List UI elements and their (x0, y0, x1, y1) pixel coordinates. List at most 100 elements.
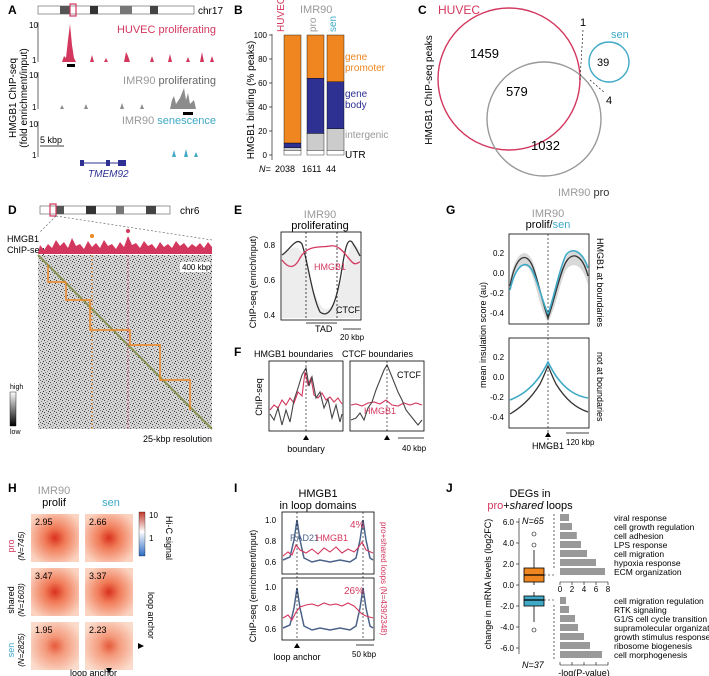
b-ytick-label: 0 (263, 151, 268, 160)
g-title-2: prolif/sen (526, 219, 571, 231)
b-n-label: N= (259, 164, 271, 174)
panel-g: G IMR90 prolif/sen mean insulation score… (446, 203, 605, 451)
f-frame-left (268, 360, 344, 432)
imr90-sen-track (160, 149, 204, 157)
h-value-6: 2.23 (89, 625, 107, 635)
j-term: supramolecular organization (614, 623, 709, 633)
panel-e-label: E (234, 203, 242, 217)
g-prolif-bottom (509, 364, 589, 415)
b-bars (283, 34, 345, 156)
i-title-2: in loop domains (279, 500, 357, 512)
j-xtick-label: 2 (570, 585, 575, 594)
j-xtick-label: 6 (594, 585, 599, 594)
c-n-pro-sen: 4 (606, 95, 612, 107)
j-bar (560, 532, 577, 539)
h-value-5: 1.95 (35, 625, 53, 635)
g-ylabel: mean insulation score (au) (478, 282, 488, 388)
bar-huvec-gene-body (283, 142, 302, 149)
g-ytick-bot-3: -0.4 (490, 413, 504, 422)
panel-f: F HMGB1 boundaries CTCF boundaries ChIP-… (234, 345, 427, 454)
e-title-1: IMR90 (304, 209, 336, 221)
j-bar (560, 633, 584, 640)
i-ytick-bot-2: 0.6 (265, 625, 277, 634)
track1-ymin: 1 (32, 56, 37, 65)
h-colorbar (138, 511, 146, 557)
d-ylabel-1: HMGB1 (7, 234, 39, 244)
b-header-imr90: IMR90 (300, 4, 332, 16)
g-sen-bottom (509, 360, 589, 401)
i-frame-bottom (281, 577, 375, 641)
bar-imr90-sen-gene-body (326, 81, 345, 129)
venn-sen (588, 41, 630, 83)
bar-imr90-sen-gene-promoter (326, 34, 345, 82)
chrom-label: chr17 (198, 6, 223, 17)
i-rad21-bottom (282, 587, 374, 631)
j-bar (560, 514, 569, 521)
g-scale: 120 kbp (566, 438, 595, 447)
g-ytick-top-1: 0.0 (493, 269, 505, 278)
j-bar (560, 550, 587, 557)
gene-name: TMEM92 (88, 169, 129, 180)
c-ylabel: HMGB1 ChIP-seq peaks (424, 35, 435, 145)
h-value-2: 2.66 (89, 517, 107, 527)
c-pro-label: IMR90 pro (558, 187, 609, 199)
d-scale: 400 kbp (182, 263, 211, 272)
f-title-hmgb1: HMGB1 boundaries (254, 349, 334, 359)
g-ytick-top-0: 0.2 (493, 249, 505, 258)
panel-g-label: G (446, 203, 455, 217)
f-hmgb1-label: HMGB1 (364, 406, 396, 416)
g-title-1: IMR90 (532, 208, 564, 220)
bar-imr90-sen-UTR (326, 149, 345, 156)
j-term: ECM organization (614, 567, 682, 577)
j-term: ribosome biogenesis (614, 641, 692, 651)
panel-i-label: I (234, 481, 237, 495)
i-scale: 50 kbp (352, 650, 377, 659)
bar-imr90-pro-intergenic (306, 133, 325, 151)
h-loop-anchor-bottom: loop anchor (70, 668, 117, 676)
g-ytick-bot-1: 0.0 (493, 373, 505, 382)
h-heatmap-1 (31, 514, 79, 562)
i-hmgb1-label: HMGB1 (316, 533, 348, 543)
b-legend-body-2: body (345, 100, 367, 111)
b-ytick-label: 40 (258, 103, 267, 112)
c-n-pro-only: 1032 (531, 138, 560, 153)
i-ytick-bot-0: 1.0 (265, 583, 277, 592)
bar-imr90-pro-gene-body (306, 77, 325, 134)
j-xlabel: -log(P-value) (558, 668, 610, 676)
i-pct-bottom: 26% (344, 586, 364, 597)
h-heatmap-4 (85, 568, 133, 616)
j-bar (560, 606, 569, 613)
bar-huvec-intergenic (283, 147, 302, 151)
h-loop-anchor-side: loop anchor (146, 592, 156, 639)
j-bar (560, 615, 575, 622)
e-title-2: proliferating (291, 220, 348, 232)
bar-imr90-pro-gene-promoter (306, 34, 325, 79)
b-legend-body-1: gene (345, 89, 368, 100)
j-bars-up (560, 514, 605, 575)
b-n-sen: 44 (326, 164, 336, 174)
d-resolution: 25-kbp resolution (143, 434, 212, 444)
h-heatmap-2 (85, 514, 133, 562)
i-hmgb1-bottom (282, 602, 374, 622)
panel-e: E IMR90 proliferating ChIP-seq (enrich/i… (234, 203, 365, 342)
g-ytick-top-3: -0.4 (490, 309, 504, 318)
j-bars-down (560, 597, 602, 658)
g-side-bottom: not at boundaries (595, 352, 605, 422)
j-xtick-label: 0 (558, 585, 563, 594)
j-box-down (523, 595, 545, 607)
e-hmgb1-line (281, 245, 361, 268)
i-ytick-top-1: 0.8 (265, 537, 277, 546)
e-frame (280, 231, 362, 321)
j-term: viral response (614, 513, 667, 523)
i-rad21-top (282, 519, 374, 563)
j-bar (560, 624, 578, 631)
j-ytick-label: 0.0 (503, 581, 515, 590)
d-chip-track (38, 236, 212, 254)
i-pct-top: 4% (350, 520, 365, 531)
panel-h-label: H (8, 481, 17, 495)
i-ytick-bot-1: 0.8 (265, 604, 277, 613)
i-side-label: pro+shared loops (N=439/2348) (379, 522, 388, 636)
panel-j-label: J (446, 481, 453, 495)
j-term: cell adhesion (614, 531, 664, 541)
